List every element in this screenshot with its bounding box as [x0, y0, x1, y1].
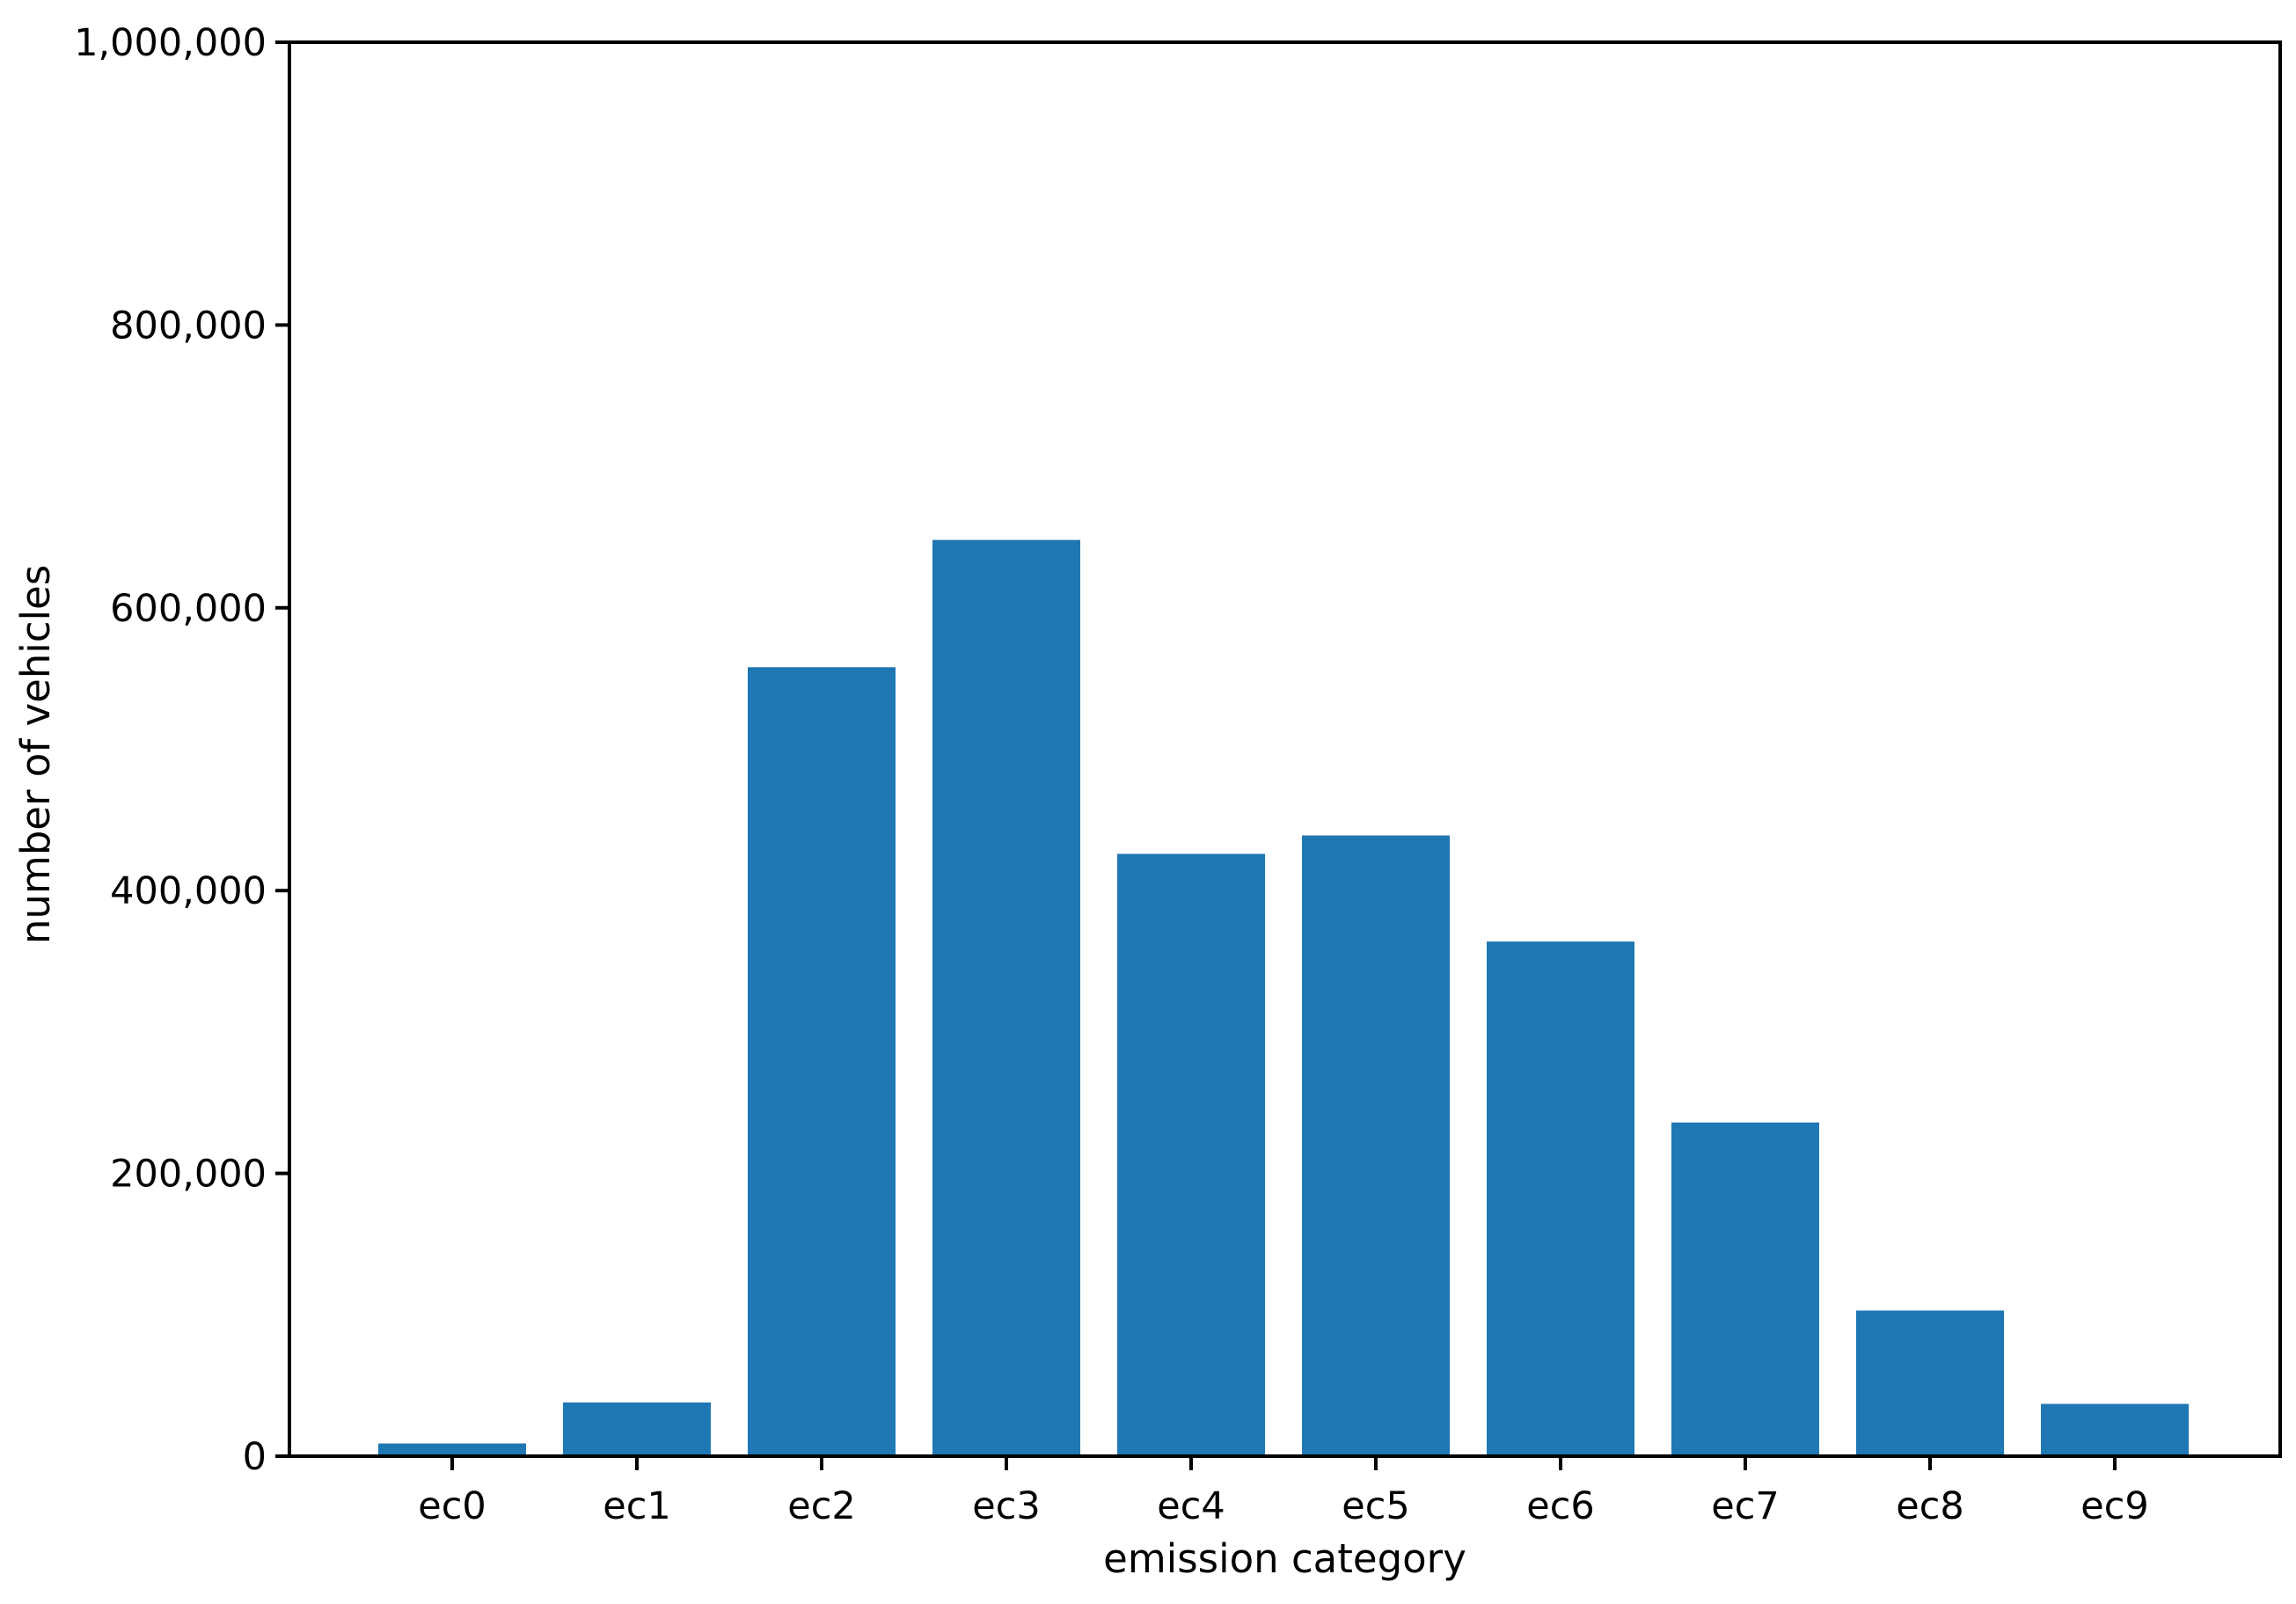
x-axis: ec0 ec1 ec2 ec3 ec4 ec5 ec6 ec7 ec8 ec9 [418, 1456, 2149, 1528]
bar-ec5 [1302, 835, 1450, 1456]
bar-ec3 [932, 539, 1080, 1456]
bar-ec8 [1856, 1310, 2004, 1456]
y-tick-label: 0 [243, 1435, 267, 1479]
bar-ec0 [378, 1443, 526, 1456]
x-tick-label: ec3 [972, 1484, 1040, 1528]
x-tick-label: ec4 [1157, 1484, 1225, 1528]
bars-group [378, 539, 2189, 1456]
x-tick-label: ec8 [1896, 1484, 1963, 1528]
x-tick-label: ec7 [1711, 1484, 1779, 1528]
bar-ec4 [1117, 853, 1265, 1456]
y-tick-label: 800,000 [110, 304, 267, 348]
x-tick-label: ec1 [603, 1484, 670, 1528]
bar-ec6 [1487, 941, 1634, 1456]
y-axis: 0 200,000 400,000 600,000 800,000 1,000,000 [74, 21, 289, 1479]
y-tick-label: 600,000 [110, 587, 267, 631]
x-tick-label: ec9 [2080, 1484, 2148, 1528]
y-tick-label: 400,000 [110, 869, 267, 913]
x-tick-label: ec5 [1342, 1484, 1409, 1528]
x-axis-title: emission category [1103, 1535, 1466, 1582]
bar-ec7 [1671, 1122, 1819, 1456]
y-axis-title: number of vehicles [12, 565, 59, 944]
y-tick-label: 200,000 [110, 1153, 267, 1197]
x-tick-label: ec6 [1526, 1484, 1594, 1528]
bar-ec1 [563, 1402, 711, 1456]
y-tick-label: 1,000,000 [74, 21, 267, 65]
x-tick-label: ec2 [787, 1484, 855, 1528]
bar-ec9 [2041, 1403, 2189, 1456]
x-tick-label: ec0 [418, 1484, 486, 1528]
plot-frame [288, 40, 2282, 1458]
bar-ec2 [748, 667, 896, 1456]
